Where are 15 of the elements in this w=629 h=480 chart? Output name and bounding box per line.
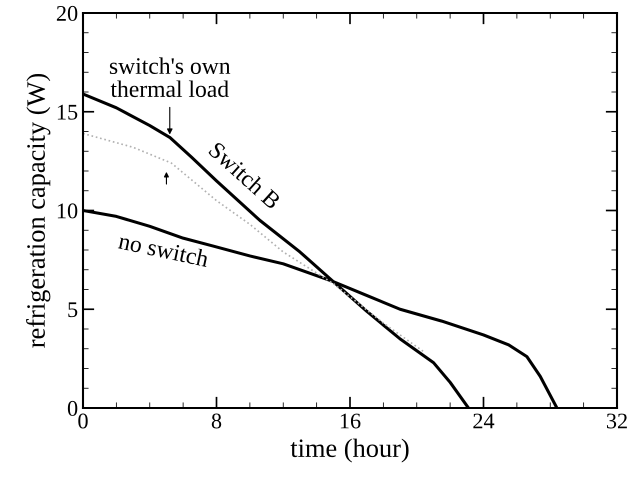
text: no switch bbox=[118, 232, 210, 268]
x-tick-label: 24 bbox=[473, 414, 494, 428]
y-axis-title: refrigeration capacity (W) bbox=[26, 74, 50, 348]
x-tick-label: 32 bbox=[606, 414, 627, 428]
y-tick-label: 15 bbox=[58, 104, 78, 120]
annotation: switch's own thermal load bbox=[110, 57, 230, 98]
x-tick-label: 0 bbox=[78, 414, 88, 428]
y-tick-label: 0 bbox=[68, 400, 78, 416]
x-axis-title: time (hour) bbox=[290, 438, 409, 462]
line-series bbox=[83, 132, 426, 354]
y-tick-label: 10 bbox=[58, 203, 78, 218]
x-tick-label: 16 bbox=[340, 414, 360, 428]
x-tick-label: 8 bbox=[212, 414, 222, 428]
y-tick-label: 20 bbox=[56, 6, 78, 21]
y-tick-label: 5 bbox=[68, 302, 78, 318]
